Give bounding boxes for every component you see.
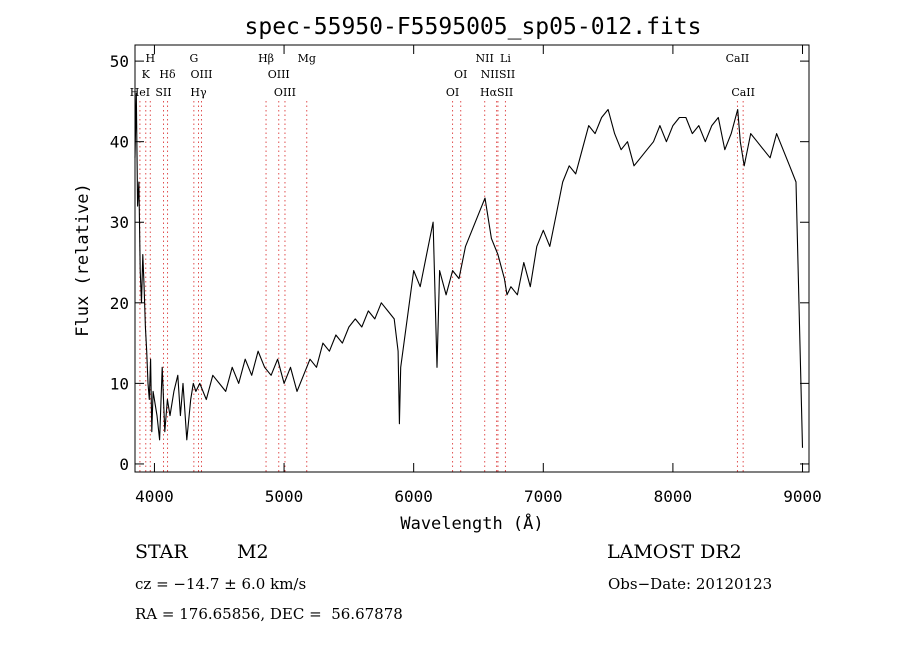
line-marker-label: OI xyxy=(446,86,459,99)
x-tick-label: 5000 xyxy=(265,487,304,506)
line-marker-label: SII xyxy=(155,86,171,99)
emission-line-labels: HK HeI Hδ SII G OIII Hγ Hβ OIII OIII Mg OI OI NII Li NI… xyxy=(130,52,755,99)
object-class: STAR xyxy=(135,541,188,563)
x-axis: 4000 5000 6000 7000 8000 9000 xyxy=(135,45,822,506)
line-marker-label: Li xyxy=(500,52,511,65)
y-tick-label: 20 xyxy=(110,294,129,313)
line-marker-label: OIII xyxy=(190,68,212,81)
line-marker-label: OI xyxy=(454,68,467,81)
redshift-cz: cz = −14.7 ± 6.0 km/s xyxy=(135,575,307,593)
y-tick-label: 50 xyxy=(110,52,129,71)
plot-frame xyxy=(134,44,810,473)
x-tick-label: 8000 xyxy=(654,487,693,506)
line-marker-label: CaII xyxy=(726,52,750,65)
spectrum-line xyxy=(134,92,804,448)
y-tick-label: 30 xyxy=(110,213,129,232)
x-tick-label: 4000 xyxy=(135,487,174,506)
y-tick-label: 0 xyxy=(119,455,129,474)
line-marker-label: HeI xyxy=(130,86,150,99)
line-marker-label: Mg xyxy=(298,52,316,65)
line-marker-label: H xyxy=(145,52,155,65)
line-marker-label: G xyxy=(189,52,198,65)
x-tick-label: 9000 xyxy=(783,487,822,506)
x-tick-label: 7000 xyxy=(524,487,563,506)
survey-name: LAMOST DR2 xyxy=(607,541,742,563)
line-marker-label: Hγ xyxy=(190,86,207,99)
x-axis-label: Wavelength (Å) xyxy=(400,512,543,534)
y-tick-label: 10 xyxy=(110,374,129,393)
emission-line-markers xyxy=(139,101,744,472)
line-marker-label: K xyxy=(142,68,151,81)
ra-dec: RA = 176.65856, DEC = 56.67878 xyxy=(135,605,403,623)
line-marker-label: OIII xyxy=(274,86,296,99)
observation-date: Obs−Date: 20120123 xyxy=(608,575,773,593)
line-marker-label: Hβ xyxy=(258,52,274,65)
line-marker-label: Hδ xyxy=(159,68,176,81)
chart-title: spec-55950-F5595005_sp05-012.fits xyxy=(245,14,702,40)
y-axis: 0 10 20 30 40 50 xyxy=(110,52,809,474)
line-marker-label: NII xyxy=(476,52,494,65)
line-marker-label: OIII xyxy=(268,68,290,81)
x-tick-label: 6000 xyxy=(394,487,433,506)
object-subclass: M2 xyxy=(237,541,269,563)
y-axis-label: Flux (relative) xyxy=(73,183,93,337)
line-marker-label: HαSII xyxy=(480,86,513,99)
y-tick-label: 40 xyxy=(110,133,129,152)
line-marker-label: CaII xyxy=(731,86,755,99)
line-marker-label: NIISII xyxy=(481,68,516,81)
